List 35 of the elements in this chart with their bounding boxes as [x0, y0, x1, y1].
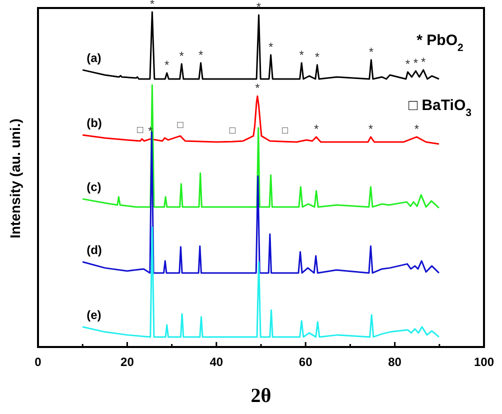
annotation: * — [164, 58, 170, 72]
annotation: □ — [137, 124, 144, 136]
annotation: □ — [282, 126, 290, 137]
y-axis-title: Intensity (au. uni.) — [7, 118, 23, 238]
annotation: * — [150, 0, 155, 11]
annotation: * — [255, 81, 260, 96]
annotation: * — [256, 0, 262, 14]
x-tick-label: 100 — [474, 355, 494, 369]
x-tick-label: 80 — [388, 355, 402, 369]
annotation: * — [368, 44, 374, 59]
annotation: * — [368, 122, 374, 136]
annotation: * — [299, 48, 304, 62]
series-label: (e) — [86, 308, 102, 322]
annotation: * — [421, 54, 426, 69]
series-label: (c) — [86, 180, 102, 194]
x-tick-label: 20 — [120, 355, 134, 369]
annotation: * — [405, 56, 410, 71]
annotation: □ — [177, 120, 184, 131]
series-label: (a) — [86, 50, 102, 65]
x-tick-label: 40 — [210, 355, 224, 369]
series-label: (d) — [86, 242, 102, 257]
annotation: * PbO$_{2}$ — [416, 32, 464, 54]
annotation: * — [179, 48, 184, 63]
annotation: □ — [229, 126, 236, 137]
annotation: * — [268, 40, 274, 54]
annotation: □ BaTiO$_{3}$ — [408, 97, 472, 119]
annotation: * — [413, 56, 418, 70]
series-label: (b) — [86, 116, 102, 130]
annotation: * — [314, 50, 320, 64]
annotation: * — [414, 122, 420, 136]
x-tick-label: 60 — [298, 355, 313, 369]
annotation: * — [198, 48, 204, 62]
x-tick-label: 0 — [34, 355, 42, 369]
x-axis-title: 2θ — [250, 385, 272, 407]
annotation: * — [314, 122, 319, 136]
